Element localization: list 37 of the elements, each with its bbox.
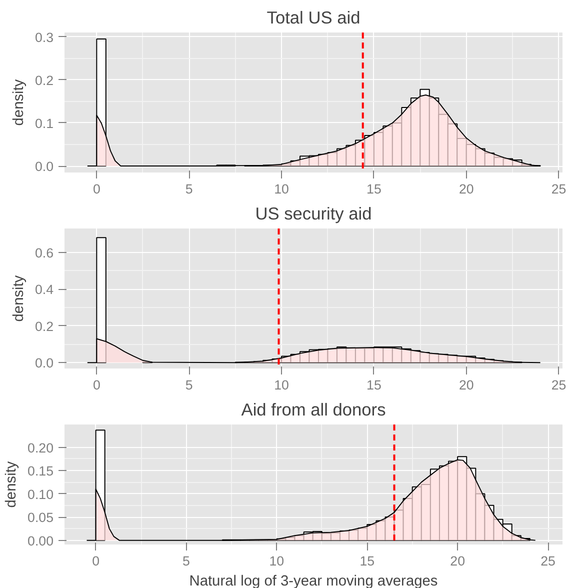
y-axis-title: density [10,78,27,126]
x-tick-label: 10 [274,378,289,392]
x-tick-label: 25 [551,182,566,196]
x-tick-label: 0 [92,554,100,568]
x-tick-label: 5 [185,182,193,196]
x-tick-label: 20 [458,378,474,392]
y-tick-label: 0.2 [34,318,54,334]
chart-title: Aid from all donors [241,400,386,420]
y-tick-label: 0.20 [28,440,54,456]
chart-title: US security aid [255,204,372,224]
y-tick-label: 0.00 [28,533,54,548]
x-tick-label: 20 [450,554,465,568]
x-tick-label: 25 [551,378,566,392]
y-tick-label: 0.15 [28,464,54,479]
x-tick-label: 10 [274,182,289,196]
y-tick-label: 0.0 [34,356,54,371]
x-tick-label: 25 [540,554,556,568]
y-tick-label: 0.2 [34,72,54,88]
x-tick-label: 0 [92,378,100,392]
y-tick-label: 0.10 [28,486,54,502]
x-tick-label: 15 [366,182,382,196]
x-tick-label: 10 [269,554,284,568]
y-tick-label: 0.3 [34,30,54,45]
x-tick-label: 15 [366,378,382,392]
y-axis-title: density [4,460,20,508]
y-tick-label: 0.0 [34,159,54,174]
x-tick-label: 20 [458,182,474,196]
y-axis-title: density [10,274,27,322]
x-tick-label: 5 [185,378,193,392]
y-tick-label: 0.05 [28,510,54,526]
y-tick-label: 0.4 [34,282,54,298]
x-tick-label: 0 [92,182,100,196]
x-tick-label: 5 [182,554,190,568]
y-tick-label: 0.6 [34,245,54,260]
x-tick-label: 15 [360,554,375,568]
y-tick-label: 0.1 [34,116,54,131]
chart-title: Total US aid [266,8,360,28]
